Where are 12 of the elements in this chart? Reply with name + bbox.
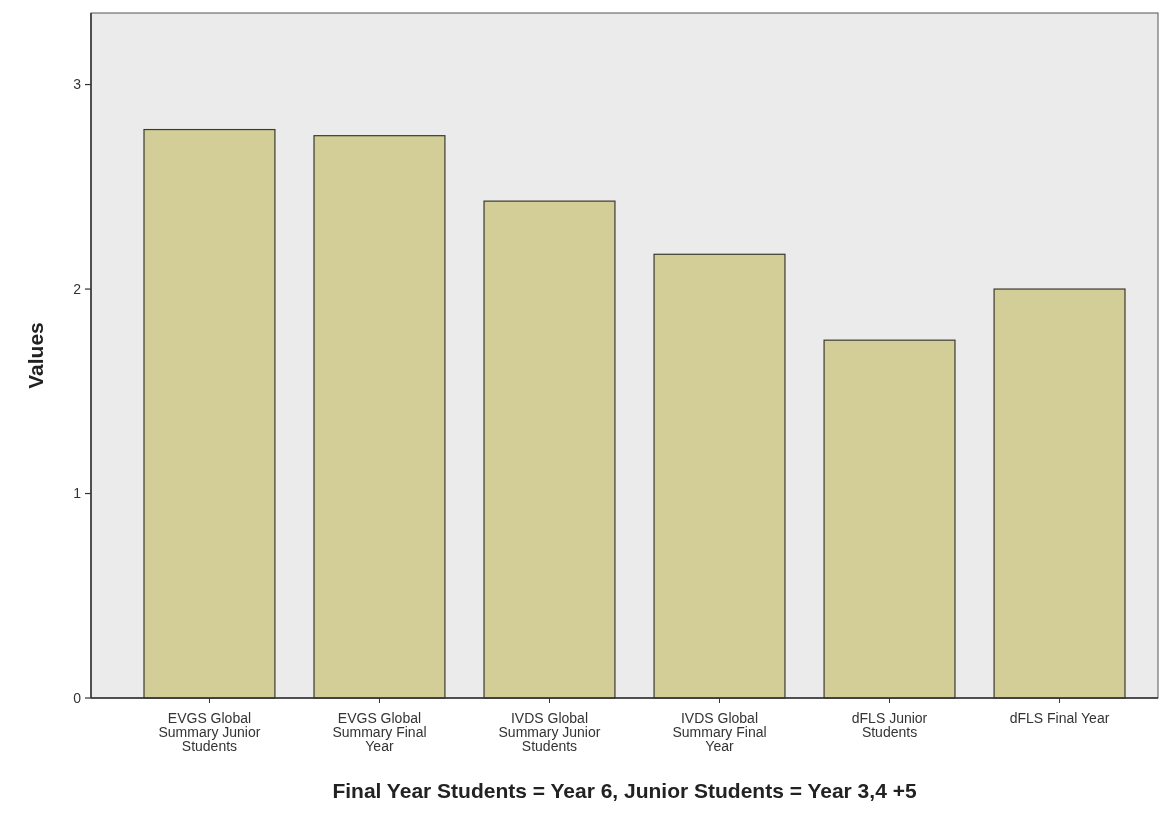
y-tick-label: 0 — [73, 689, 82, 706]
y-tick-label: 1 — [73, 485, 82, 502]
x-tick-label: dFLS Junior Students — [851, 710, 928, 740]
x-tick-label: EVGS Global Summary Junior Students — [158, 710, 261, 754]
x-tick-label: EVGS Global Summary Final Year — [332, 710, 427, 754]
x-tick-label: IVDS Global Summary Final Year — [672, 710, 767, 754]
y-tick-label: 3 — [73, 76, 82, 93]
y-axis-title: Values — [24, 322, 47, 389]
x-axis-title: Final Year Students = Year 6, Junior Students = Year 3,4 +5 — [332, 779, 917, 802]
y-tick-label: 2 — [73, 280, 82, 297]
x-tick-label: IVDS Global Summary Junior Students — [498, 710, 601, 754]
x-tick-label: dFLS Final Year — [1009, 710, 1110, 726]
